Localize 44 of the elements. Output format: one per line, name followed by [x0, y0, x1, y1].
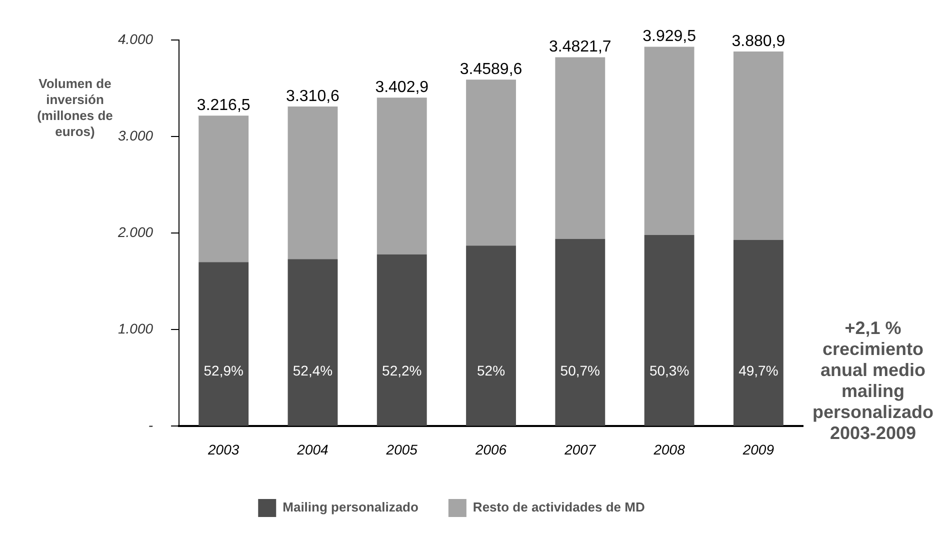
y-tick-label: - [148, 417, 154, 434]
x-tick-label: 2005 [385, 441, 418, 458]
total-label: 3.929,5 [642, 28, 696, 46]
annotation: 52,4% [292, 362, 333, 379]
total-label: 3.310,6 [286, 88, 340, 105]
bar [644, 46, 694, 236]
annotation: 49,7% [738, 362, 778, 379]
bar [376, 98, 427, 254]
x-tick-label: 2007 [564, 441, 597, 458]
x-tick-label: 2003 [207, 441, 240, 458]
bar [198, 116, 249, 262]
x-tick-label: 2006 [474, 441, 507, 458]
annotation: 52,2% [382, 362, 422, 379]
x-tick-label: 2009 [742, 441, 774, 458]
y-tick-label: 1.000 [118, 320, 154, 337]
x-tick-label: 2004 [296, 441, 329, 458]
bar [644, 235, 694, 426]
annotation: 50,7% [560, 362, 600, 379]
total-label: 3.880,9 [732, 32, 786, 50]
total-label: 3.402,9 [375, 79, 429, 96]
bar [288, 259, 338, 426]
bar [555, 238, 606, 426]
bar [288, 106, 338, 260]
annotation: 50,3% [649, 362, 690, 379]
x-tick-label: 2008 [652, 441, 686, 458]
legend-label: Resto de actividades de MD [472, 500, 645, 515]
total-label: 3.4589,6 [460, 61, 522, 78]
total-label: 3.4821,7 [549, 38, 612, 56]
bar [733, 240, 784, 426]
bar [733, 52, 784, 240]
annotation: 52,9% [204, 362, 244, 379]
text: +2,1 % crecimiento anual medio mailing personalizado 2003-2009 [811, 318, 935, 444]
bar [555, 57, 606, 239]
total-label: 3.216,5 [196, 97, 250, 114]
bar [466, 246, 516, 426]
bar [466, 80, 516, 246]
y-axis-title: Volumen de inversión (millones de euros) [37, 76, 113, 139]
bar [376, 254, 427, 426]
y-tick-label: 3.000 [118, 127, 154, 144]
annotation: 52% [477, 362, 506, 379]
bar [198, 262, 249, 426]
legend-label: Mailing personalizado [282, 500, 418, 515]
y-tick-label: 4.000 [118, 30, 154, 47]
y-tick-label: 2.000 [116, 224, 154, 240]
